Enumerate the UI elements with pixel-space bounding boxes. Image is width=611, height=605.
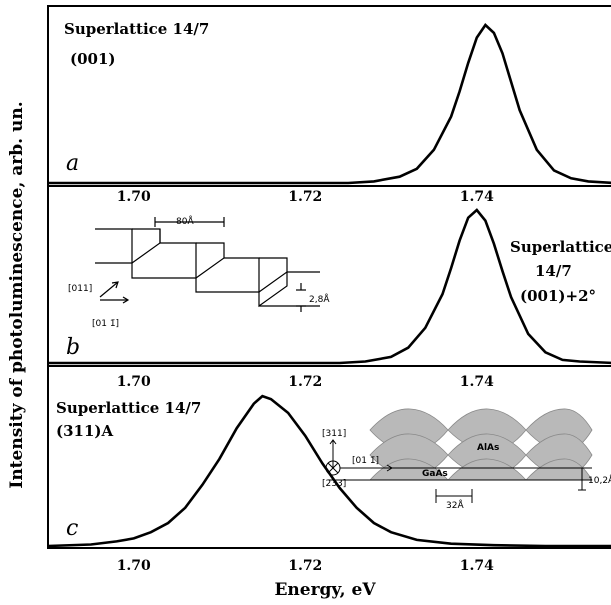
- x-tick-label: 1.72: [288, 558, 322, 574]
- y-axis-title: Intensity of photoluminescence, arb. un.: [7, 101, 27, 488]
- x-tick-label: 1.74: [460, 558, 494, 574]
- panel-b-label-line3: (001)+2°: [520, 287, 596, 305]
- panel-c-dir-right: [01 1̄]: [352, 456, 379, 466]
- x-tick-label: 1.74: [460, 374, 494, 390]
- spectrum-curve-b: [48, 208, 611, 365]
- panel-b-step-inset: [95, 217, 320, 312]
- x-tick-labels: 1.70 1.72 1.74 1.70 1.72 1.74 1.70 1.72 1.74: [117, 189, 494, 574]
- panel-c-dir-in: [2̄33]: [322, 479, 346, 489]
- panel-b-letter: b: [66, 335, 80, 360]
- x-tick-label: 1.72: [288, 374, 322, 390]
- panel-c-period: 32Å: [446, 499, 464, 511]
- panel-b-label-line2: 14/7: [535, 262, 572, 280]
- panel-a-label-line1: Superlattice 14/7: [64, 20, 209, 38]
- panel-c-gaas-label: GaAs: [422, 469, 448, 479]
- x-axis-title: Energy, eV: [274, 580, 376, 600]
- panel-c-alas-label: AlAs: [477, 443, 499, 453]
- x-tick-label: 1.74: [460, 189, 494, 205]
- panel-b-label-line1: Superlattice: [510, 238, 611, 256]
- x-tick-label: 1.70: [117, 558, 151, 574]
- panel-b-step-height: 2,8Å: [309, 293, 330, 305]
- panel-c-frame: [47, 365, 611, 549]
- panel-c-dir-up: [311]: [322, 429, 346, 439]
- x-tick-label: 1.70: [117, 374, 151, 390]
- x-tick-label: 1.70: [117, 189, 151, 205]
- panel-b-dir-right: [01 1̄]: [92, 319, 119, 329]
- panel-c-superlattice-inset: [325, 408, 593, 503]
- x-tick-label: 1.72: [288, 189, 322, 205]
- panel-a-label-line2: (001): [70, 50, 116, 68]
- panel-c-letter: c: [66, 516, 78, 541]
- panel-c-height: 10,2Å: [588, 474, 611, 486]
- panel-c-label-line1: Superlattice 14/7: [56, 399, 201, 417]
- panel-a-letter: a: [66, 151, 79, 176]
- spectrum-curve-c: [47, 394, 611, 548]
- spectrum-curve-a: [48, 23, 611, 185]
- panel-b-dir-up: [011]: [68, 284, 92, 294]
- panel-c-label-line2: (311)A: [56, 422, 114, 440]
- panel-b-terrace-width: 80Å: [176, 215, 194, 227]
